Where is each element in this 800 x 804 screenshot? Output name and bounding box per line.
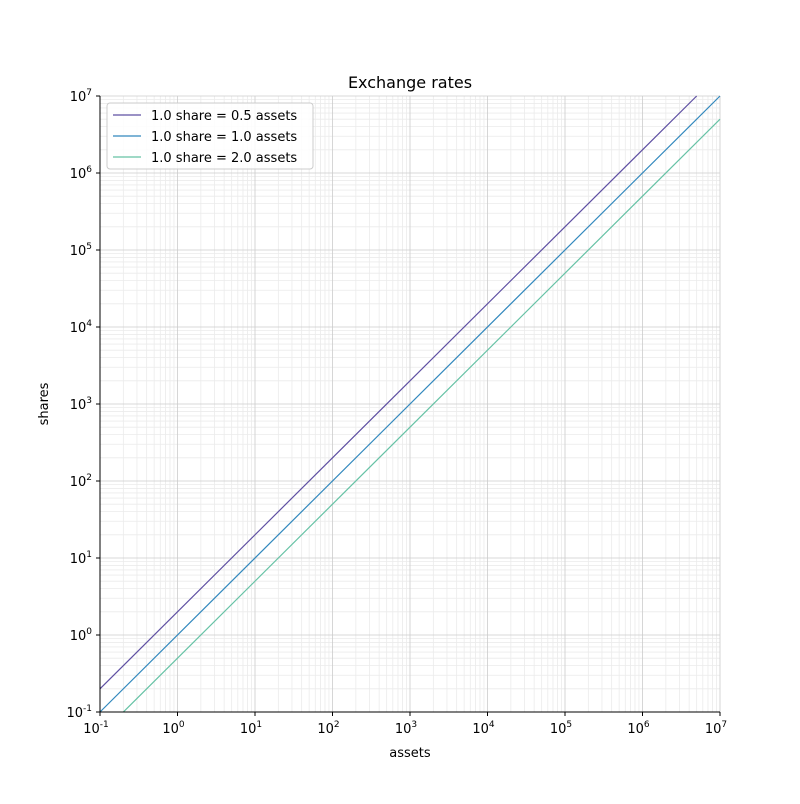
y-tick-label: 105 <box>70 242 92 259</box>
legend-label: 1.0 share = 1.0 assets <box>151 130 297 145</box>
y-axis-label: shares <box>37 382 52 425</box>
y-tick-label: 10-1 <box>66 704 92 721</box>
y-tick-label: 100 <box>70 627 93 644</box>
x-tick-label: 105 <box>550 720 572 737</box>
y-tick-label: 104 <box>70 319 93 336</box>
series-line <box>122 118 721 713</box>
x-tick-label: 104 <box>472 720 495 737</box>
y-tick-label: 106 <box>70 165 93 182</box>
y-tick-label: 101 <box>70 550 92 567</box>
legend-box <box>106 102 314 170</box>
legend: 1.0 share = 0.5 assets 1.0 share = 1.0 as… <box>106 102 314 170</box>
series-line <box>99 95 721 713</box>
series-line <box>99 95 698 690</box>
y-tick-label: 107 <box>70 88 92 105</box>
chart-title: Exchange rates <box>348 73 472 92</box>
legend-label: 1.0 share = 2.0 assets <box>151 151 297 166</box>
y-tick-label: 102 <box>70 473 92 490</box>
legend-label: 1.0 share = 0.5 assets <box>151 109 297 124</box>
x-tick-label: 107 <box>705 720 727 737</box>
x-tick-label: 101 <box>240 720 262 737</box>
x-tick-label: 100 <box>162 720 185 737</box>
x-tick-label: 102 <box>317 720 339 737</box>
x-tick-label: 103 <box>395 720 417 737</box>
x-tick-label: 10-1 <box>83 720 109 737</box>
x-axis-label: assets <box>389 746 431 761</box>
x-tick-label: 106 <box>627 720 650 737</box>
y-tick-label: 103 <box>70 396 92 413</box>
